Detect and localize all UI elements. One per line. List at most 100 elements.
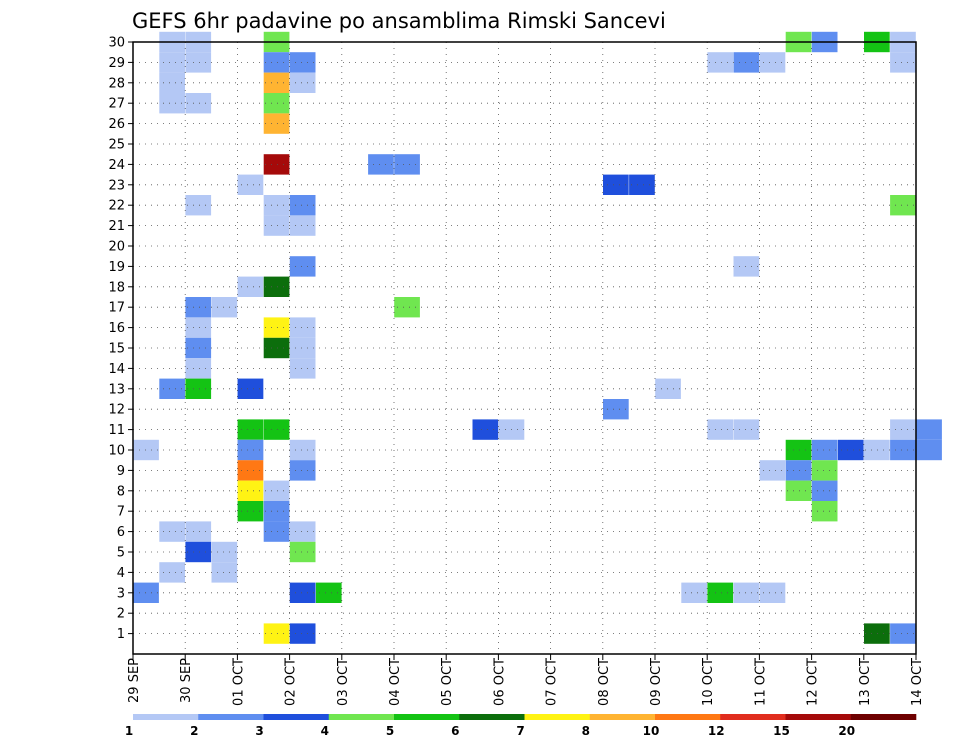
y-tick-label: 1 (117, 627, 125, 642)
heatmap-cell (733, 52, 760, 73)
x-tick-label: 13 OCT (858, 658, 873, 706)
x-tick-label: 10 OCT (701, 658, 716, 706)
x-tick-label: 29 SEP (127, 658, 142, 703)
y-tick-label: 4 (117, 566, 125, 581)
y-tick-label: 2 (117, 607, 125, 622)
colorbar-label: 8 (582, 724, 590, 738)
heatmap-cell (890, 52, 916, 73)
y-tick-label: 15 (108, 342, 125, 357)
heatmap-cell (185, 297, 212, 318)
x-tick-label: 09 OCT (649, 658, 664, 706)
heatmap-cell (263, 52, 290, 73)
heatmap-cell (159, 378, 185, 399)
heatmap-cell (733, 419, 760, 440)
heatmap-cell (289, 623, 316, 644)
heatmap-cell (289, 460, 316, 481)
heatmap-cell (185, 358, 212, 379)
y-tick-label: 27 (108, 97, 125, 112)
heatmap-cell (289, 256, 316, 277)
y-tick-label: 12 (108, 403, 125, 418)
colorbar: 1 2 3 4 5 6 7 8 10 12 15 20 (125, 714, 917, 738)
heatmap-cell (185, 195, 212, 216)
heatmap-cell (785, 460, 812, 481)
x-tick-label: 02 OCT (284, 658, 299, 706)
heatmap-cell (185, 317, 212, 338)
x-tick-label: 07 OCT (545, 658, 560, 706)
heatmap-cell (289, 541, 316, 563)
heatmap-cell (707, 419, 734, 440)
heatmap-cell (263, 623, 290, 644)
y-tick-label: 5 (117, 546, 125, 561)
heatmap-cell (289, 317, 316, 338)
y-tick-label: 28 (108, 76, 125, 91)
heatmap-cell (733, 256, 760, 277)
y-tick-label: 7 (117, 505, 125, 520)
x-tick-label: 08 OCT (597, 658, 612, 706)
colorbar-label: 1 (125, 724, 133, 738)
colorbar-swatch (198, 714, 264, 720)
heatmap-cell (289, 337, 316, 359)
y-tick-label: 25 (108, 138, 125, 153)
heatmap-cell (263, 419, 290, 440)
y-tick-label: 17 (108, 301, 125, 316)
heatmap-cell (315, 582, 342, 603)
heatmap-cell (289, 582, 316, 603)
heatmap-cell (603, 174, 629, 195)
colorbar-label: 20 (838, 724, 855, 738)
y-tick-label: 9 (117, 464, 125, 479)
colorbar-label: 7 (516, 724, 524, 738)
heatmap-cell (263, 195, 290, 216)
colorbar-swatch (459, 714, 525, 720)
heatmap-cell (185, 541, 212, 563)
y-tick-label: 13 (108, 382, 125, 397)
heatmap-cell (811, 439, 838, 461)
heatmap-cell (890, 419, 916, 440)
heatmap-cell (289, 215, 316, 236)
colorbar-swatch (589, 714, 656, 720)
colorbar-swatch (133, 714, 199, 720)
x-tick-label: 01 OCT (231, 658, 246, 706)
heatmap-cell (890, 439, 916, 461)
colorbar-swatch (394, 714, 460, 720)
heatmap-cell (890, 195, 916, 216)
x-tick-label: 06 OCT (492, 658, 507, 706)
heatmap-cell (237, 174, 264, 195)
colorbar-swatch (850, 714, 917, 720)
colorbar-label: 12 (708, 724, 725, 738)
heatmap-cell (890, 623, 916, 644)
heatmap-cell (133, 439, 159, 461)
heatmap-cell (185, 52, 212, 73)
heatmap-cell (185, 521, 212, 542)
heatmap-cell (237, 276, 264, 297)
colorbar-label: 15 (773, 724, 790, 738)
y-tick-label: 3 (117, 586, 125, 601)
heatmap-cell (394, 154, 420, 175)
heatmap-cell (159, 521, 185, 542)
heatmap-cell (237, 439, 264, 461)
heatmap-cell (237, 378, 264, 399)
heatmap-cell (263, 93, 290, 114)
heatmap-cell (263, 337, 290, 359)
heatmap-cell (211, 562, 238, 583)
heatmap-cell (864, 623, 890, 644)
y-tick-label: 10 (108, 444, 125, 459)
heatmap-cell (707, 52, 734, 73)
heatmap-cell (263, 113, 290, 134)
y-tick-label: 11 (108, 423, 125, 438)
colorbar-swatch (263, 714, 330, 720)
grid-lines (133, 42, 917, 654)
heatmap-cell (263, 72, 290, 93)
heatmap-cell (811, 501, 838, 522)
heatmap-cell (472, 419, 499, 440)
plot-frame (132, 41, 917, 655)
x-axis-ticks: 29 SEP 30 SEP 01 OCT 02 OCT 03 OCT 04 OCT 05 O… (127, 654, 925, 706)
heatmap-cell (811, 460, 838, 481)
y-tick-label: 23 (108, 178, 125, 193)
heatmap-cell (289, 358, 316, 379)
y-tick-label: 18 (108, 280, 125, 295)
colorbar-label: 3 (255, 724, 263, 738)
heatmap-cell (916, 419, 942, 440)
colorbar-label: 10 (643, 724, 660, 738)
heatmap-cell (759, 582, 786, 603)
